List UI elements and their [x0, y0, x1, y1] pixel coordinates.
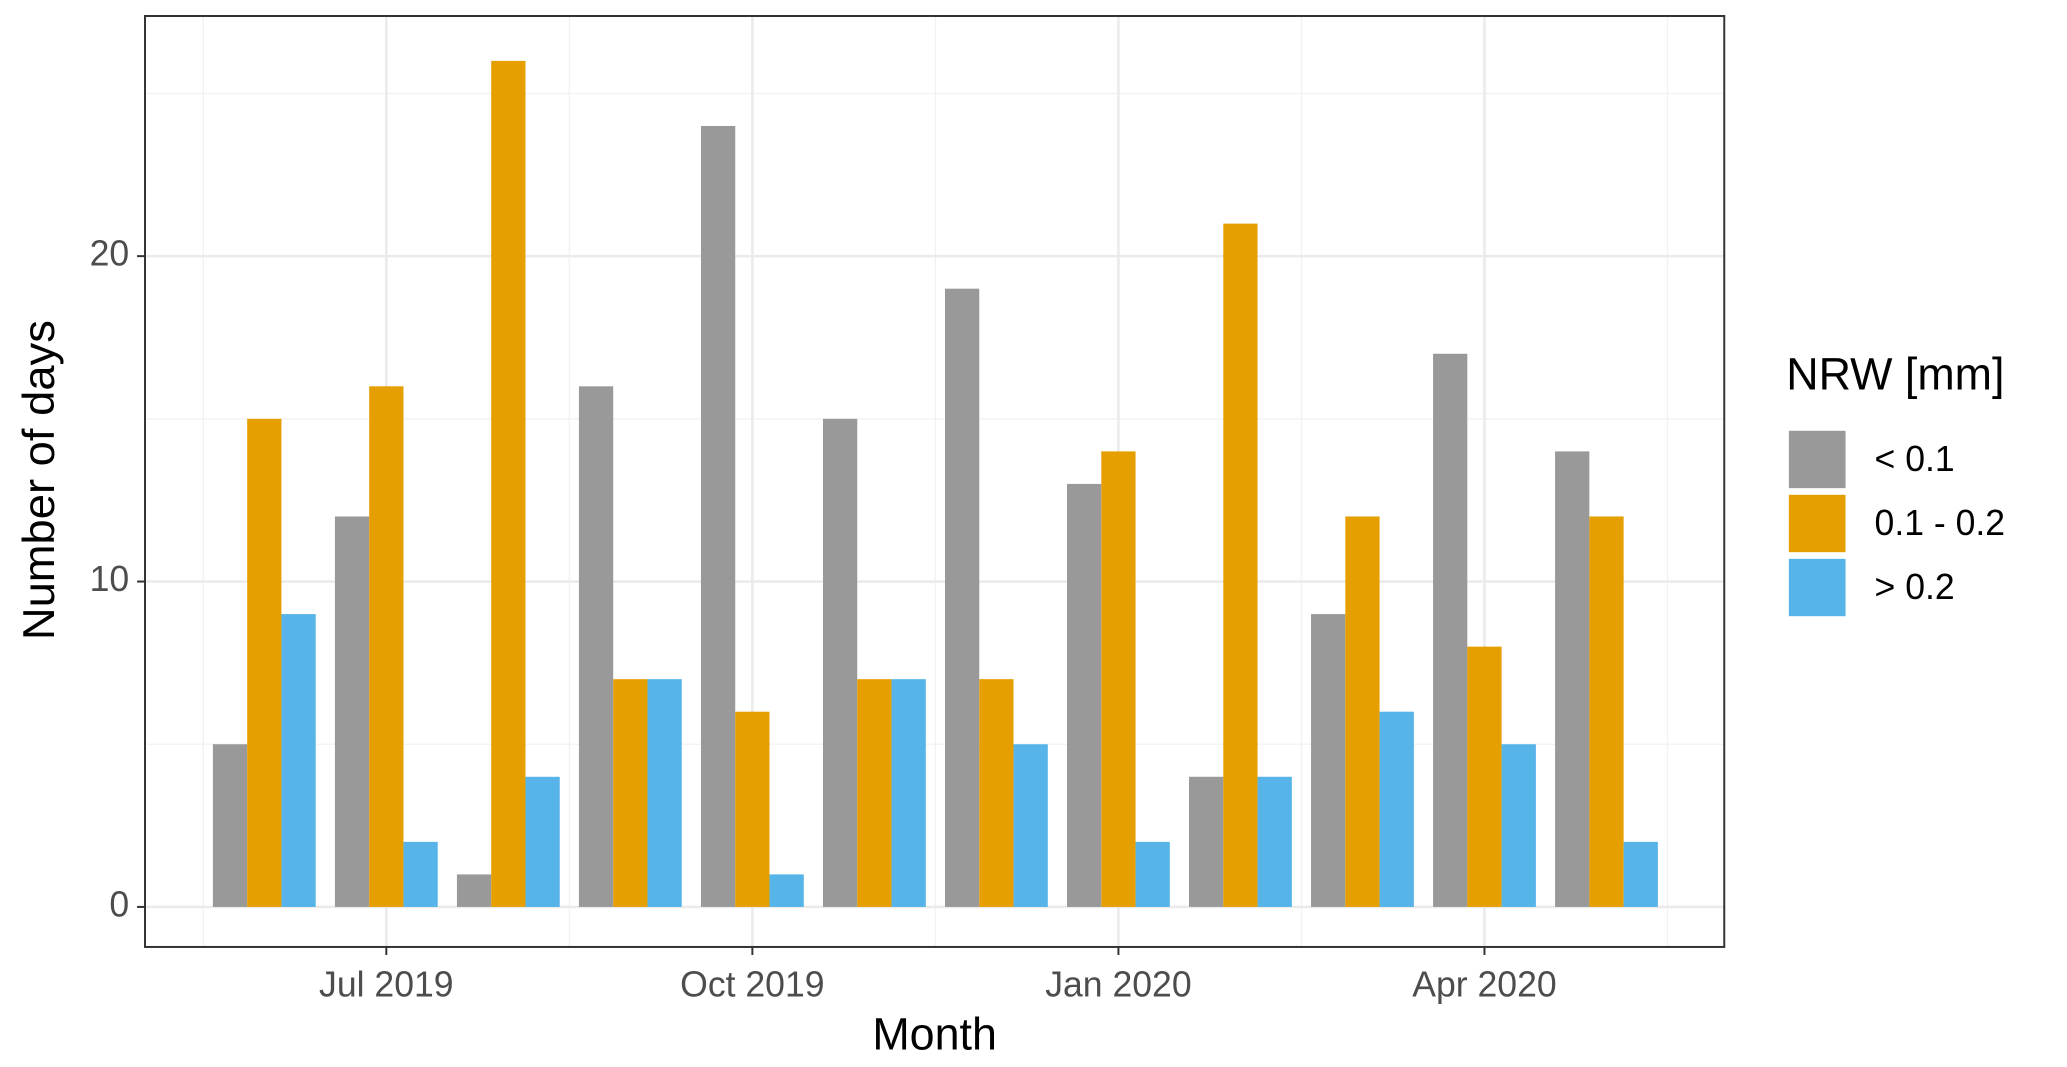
bar	[735, 711, 770, 907]
x-tick-label: Apr 2020	[1412, 964, 1556, 1004]
bar	[525, 776, 560, 907]
x-axis-title: Month	[872, 1008, 997, 1059]
bar	[857, 679, 892, 907]
legend-key	[1788, 494, 1846, 553]
legend-key	[1788, 558, 1846, 617]
bar	[1501, 744, 1536, 907]
bar	[1013, 744, 1048, 907]
plot-border	[144, 15, 1726, 948]
bar	[1433, 353, 1468, 907]
bar	[403, 841, 438, 907]
bar	[369, 386, 404, 907]
bar	[944, 288, 980, 907]
bar	[769, 874, 804, 907]
bar	[1223, 223, 1258, 907]
bar	[491, 60, 526, 907]
x-tick-label: Oct 2019	[680, 964, 824, 1004]
bar	[456, 874, 492, 907]
bar	[979, 679, 1014, 907]
bar	[822, 418, 858, 907]
legend-title: NRW [mm]	[1786, 348, 2004, 399]
bar	[700, 125, 736, 907]
bar	[1257, 776, 1292, 907]
legend-key	[1788, 430, 1846, 489]
bar	[891, 679, 926, 907]
bar	[1189, 776, 1224, 907]
legend-label: > 0.2	[1875, 567, 1955, 607]
y-tick-label: 20	[90, 233, 130, 273]
y-tick-label: 10	[90, 559, 130, 599]
bar	[1555, 451, 1590, 907]
bar	[1311, 614, 1346, 907]
legend-label: < 0.1	[1875, 439, 1955, 479]
bar	[1067, 483, 1102, 907]
x-tick-label: Jan 2020	[1045, 964, 1191, 1004]
bar	[1379, 711, 1414, 907]
bar	[1467, 646, 1502, 907]
legend-label: 0.1 - 0.2	[1875, 503, 2006, 543]
bar	[1101, 451, 1136, 907]
bar	[613, 679, 648, 907]
y-tick-label: 0	[109, 884, 129, 924]
bar	[212, 744, 248, 907]
bar	[1345, 516, 1380, 907]
x-tick-label: Jul 2019	[319, 964, 454, 1004]
bar	[1589, 516, 1624, 907]
y-axis-title: Number of days	[13, 320, 64, 640]
bar	[647, 679, 682, 907]
bar	[281, 614, 316, 907]
bar	[1623, 841, 1658, 907]
bar	[247, 418, 282, 907]
bar	[578, 386, 614, 907]
bar	[1135, 841, 1170, 907]
bar	[334, 516, 370, 907]
